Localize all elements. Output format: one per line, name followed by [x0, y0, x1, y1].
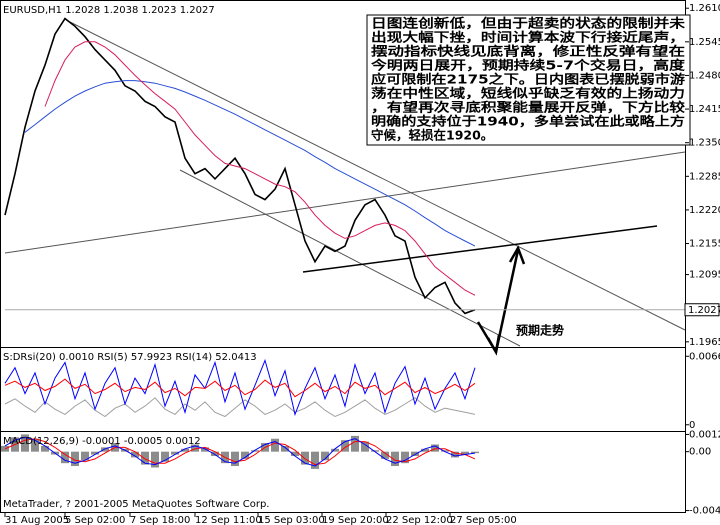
histogram-bar: [81, 451, 89, 461]
x-tick-label: 5 Sep 02:00: [65, 515, 125, 525]
y-tick-label: 1.2545: [689, 37, 720, 48]
histogram-bar: [21, 434, 29, 452]
x-tick-label: 27 Sep 05:00: [450, 515, 517, 525]
histogram-bar: [161, 451, 169, 462]
y-tick-label: 1.2480: [689, 70, 720, 81]
annotation: 预期走势: [516, 323, 564, 338]
histogram-bar: [231, 451, 239, 467]
note-line: 出现大幅下挫，时间计算本波下行接近尾声，: [371, 30, 685, 45]
y-tick-label: 1.2155: [689, 239, 720, 250]
y-tick-label: 0: [689, 420, 695, 431]
note-line: 日图连创新低，但由于超卖的状态的限制并未: [371, 16, 686, 31]
series-line: [44, 41, 476, 296]
x-tick-label: 19 Sep 20:00: [322, 515, 389, 525]
histogram-bar: [401, 451, 409, 464]
channel-lines: [4, 21, 686, 347]
histogram-bar: [71, 451, 79, 467]
histogram-bar: [391, 451, 399, 467]
note-line: ，有望再次寻底积聚能量展开反弹，下方比较: [371, 100, 686, 115]
x-tick-label: 31 Aug 2005: [5, 515, 69, 525]
histogram-bar: [441, 450, 449, 452]
note-line: 应可限制在2175之下。日内图表已摆脱弱市游: [371, 72, 686, 87]
histogram-bar: [351, 435, 359, 452]
histogram-bar: [371, 450, 379, 452]
panel-frame: [0, 431, 686, 513]
histogram-bar: [151, 451, 159, 468]
y-tick-label: -0.0041: [689, 506, 720, 517]
histogram-bar: [301, 451, 309, 465]
histogram-bar: [331, 448, 339, 452]
panel-title: EURUSD,H1 1.2028 1.2038 1.2023 1.2027: [3, 5, 215, 16]
x-tick-label: 7 Sep 18:00: [130, 515, 190, 525]
note-line: 荡在中性区域，短线似乎缺乏有效的上扬动力: [371, 86, 685, 101]
series-line: [24, 80, 476, 247]
histogram-bar: [361, 441, 369, 452]
y-tick-label: 0.00: [689, 447, 711, 458]
histogram-bar: [201, 447, 209, 452]
series-line: [4, 17, 476, 315]
y-tick-label: 1.2610: [689, 3, 720, 14]
histogram-bar: [251, 450, 259, 452]
note-line: 今明两日展开，预期持续5-7个交易日，高度: [370, 58, 686, 73]
y-tick-label: 1.2220: [689, 205, 720, 216]
histogram-bar: [31, 438, 39, 452]
histogram-bar: [421, 448, 429, 452]
histogram-bar: [341, 440, 349, 452]
series-line: [4, 436, 476, 467]
series-line: [4, 397, 476, 418]
forecast-arrow: [476, 245, 526, 356]
note: 日图连创新低，但由于超卖的状态的限制并未出现大幅下挫，时间计算本波下行接近尾声，…: [370, 16, 686, 143]
y-tick-label: 0.0066: [689, 351, 720, 362]
y-tick-label: 1.2285: [689, 171, 720, 182]
histogram-bar: [191, 444, 199, 452]
x-tick-label: 15 Sep 03:00: [258, 515, 325, 525]
histogram-bar: [291, 451, 299, 456]
series-line: [4, 438, 476, 466]
histogram-bar: [281, 445, 289, 452]
x-tick-label: 12 Sep 11:00: [195, 515, 262, 525]
series-line: [4, 378, 476, 398]
histogram-bar: [61, 451, 69, 464]
x-tick-label: 22 Sep 12:00: [386, 515, 453, 525]
histogram-bar: [271, 438, 279, 452]
last-price-box: [684, 303, 720, 317]
note-line: 守候，轻损在1920。: [371, 128, 493, 143]
histogram-bar: [241, 451, 249, 459]
histogram-bar: [211, 451, 219, 456]
y-tick-label: 1.2095: [689, 270, 720, 281]
histogram-bar: [101, 447, 109, 452]
histogram-bar: [131, 451, 139, 458]
histogram-bar: [431, 444, 439, 452]
histogram-bar: [471, 451, 479, 454]
note-line: 明确的支持位于1940，多单尝试在此或略上方: [371, 114, 685, 129]
y-tick-label: 1.1965: [689, 337, 720, 348]
histogram-bar: [171, 451, 179, 455]
series-line: [4, 358, 476, 417]
panel-title: MACD(12,26,9) -0.0001 -0.0005 0.0012: [3, 436, 201, 447]
y-tick-label: 1.2415: [689, 104, 720, 115]
y-tick-label: 0.0012: [689, 429, 720, 440]
histogram-bar: [321, 451, 329, 461]
histogram-bar: [311, 451, 319, 469]
y-tick-label: 1.2350: [689, 138, 720, 149]
histogram-bar: [411, 451, 419, 456]
note-line: 摆动指标快线见底背离，修正性反弹有望在: [371, 44, 685, 59]
note-box: [366, 14, 691, 146]
histogram-bar: [91, 451, 99, 455]
panel-title: S:DRsi(20) 0.0010 RSI(5) 57.9923 RSI(14)…: [3, 352, 257, 363]
histogram-bar: [381, 451, 389, 459]
histogram-bar: [41, 445, 49, 452]
histogram-bar: [461, 451, 469, 455]
histogram-bar: [141, 451, 149, 465]
watermark: MetaTrader, ? 2001-2005 MetaQuotes Softw…: [3, 499, 269, 510]
histogram-bar: [451, 451, 459, 458]
histogram-bar: [181, 448, 189, 452]
last-price-label: 1.2027: [688, 305, 720, 316]
